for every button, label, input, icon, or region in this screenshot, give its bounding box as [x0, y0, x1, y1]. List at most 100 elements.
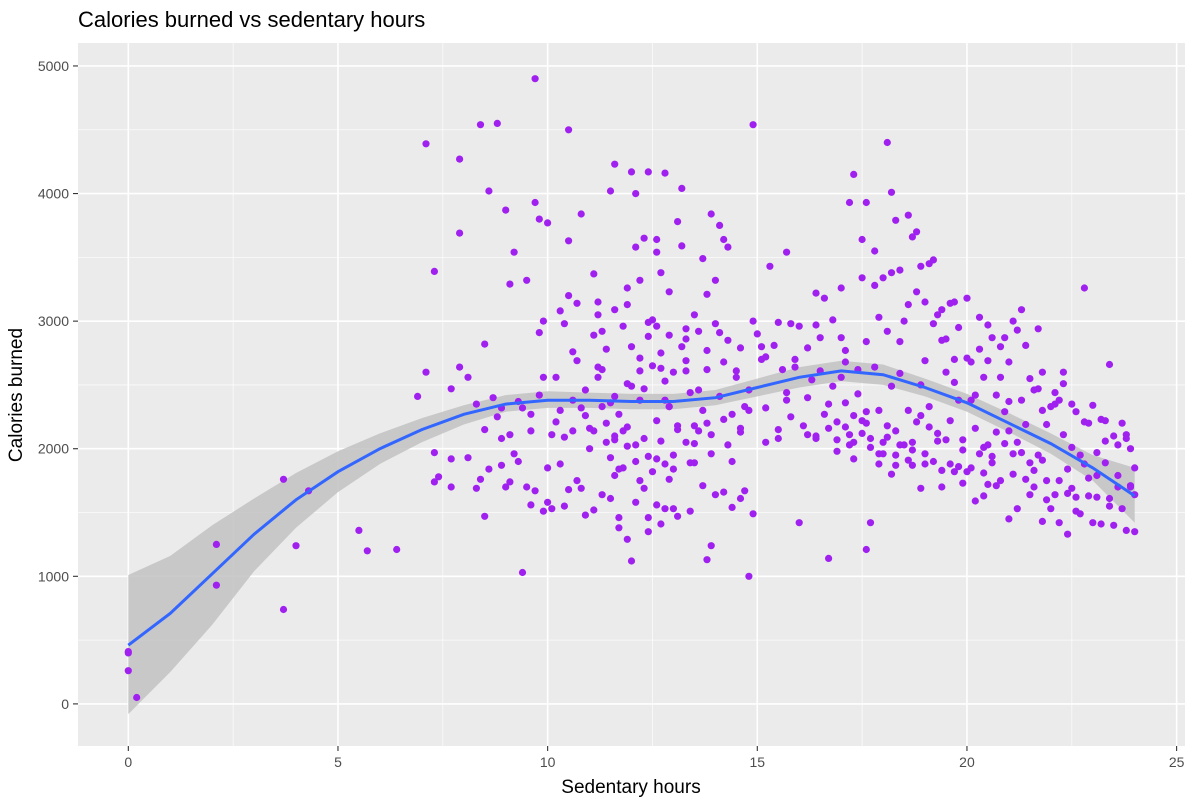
- data-point: [1017, 306, 1026, 314]
- data-point: [623, 535, 631, 543]
- data-point: [984, 441, 992, 449]
- data-point: [913, 288, 921, 296]
- data-point: [745, 572, 753, 580]
- data-point: [1013, 326, 1021, 334]
- data-point: [967, 464, 975, 472]
- data-point: [720, 235, 728, 244]
- data-point: [548, 505, 556, 513]
- data-point: [791, 355, 799, 363]
- data-point: [577, 210, 585, 218]
- data-point: [736, 428, 745, 436]
- data-point: [900, 317, 908, 325]
- data-point: [653, 235, 661, 244]
- data-point: [745, 406, 753, 414]
- data-point: [950, 355, 959, 363]
- data-point: [497, 434, 506, 443]
- data-point: [279, 605, 288, 614]
- data-point: [841, 423, 850, 431]
- data-point: [1093, 493, 1101, 501]
- data-point: [657, 437, 665, 445]
- data-point: [1038, 517, 1046, 526]
- data-point: [476, 121, 485, 129]
- data-point: [590, 427, 598, 435]
- data-point: [648, 468, 657, 476]
- data-point: [548, 431, 556, 439]
- data-point: [762, 438, 770, 446]
- data-point: [1055, 519, 1063, 527]
- data-point: [1097, 520, 1105, 528]
- data-point: [749, 121, 757, 129]
- data-point: [594, 298, 602, 306]
- data-point: [724, 243, 732, 251]
- data-point: [619, 427, 627, 435]
- data-point: [917, 262, 925, 270]
- data-point: [921, 450, 929, 458]
- data-point: [430, 478, 438, 486]
- data-point: [1122, 434, 1130, 443]
- y-tick-label: 2000: [38, 441, 69, 457]
- data-point: [850, 455, 858, 463]
- data-point: [615, 465, 623, 473]
- data-point: [678, 343, 686, 351]
- data-point: [1055, 396, 1063, 404]
- data-point: [988, 452, 996, 460]
- data-point: [606, 187, 615, 195]
- x-tick-label: 5: [334, 754, 342, 770]
- data-point: [640, 385, 648, 393]
- data-point: [476, 475, 485, 483]
- points-layer: [124, 75, 1139, 702]
- y-tick-label: 5000: [38, 58, 69, 74]
- data-point: [774, 318, 782, 326]
- data-point: [623, 284, 631, 292]
- data-point: [485, 465, 493, 473]
- data-point: [1122, 526, 1130, 535]
- data-point: [774, 426, 782, 434]
- data-point: [569, 427, 577, 435]
- data-point: [632, 243, 640, 251]
- data-point: [1064, 489, 1072, 497]
- data-point: [825, 424, 833, 432]
- data-point: [896, 441, 904, 449]
- data-point: [556, 307, 564, 315]
- data-point: [632, 190, 640, 198]
- data-point: [774, 434, 782, 443]
- data-point: [682, 367, 690, 375]
- data-point: [1043, 477, 1051, 485]
- data-point: [850, 412, 858, 420]
- data-point: [581, 511, 590, 519]
- data-point: [887, 188, 896, 196]
- data-point: [1017, 449, 1026, 457]
- data-point: [502, 483, 510, 491]
- data-point: [644, 528, 652, 536]
- data-point: [661, 169, 669, 177]
- data-point: [892, 427, 900, 435]
- data-point: [938, 336, 946, 344]
- data-point: [682, 357, 690, 365]
- data-point: [1022, 341, 1030, 349]
- data-point: [586, 445, 594, 453]
- y-axis-label: Calories burned: [6, 328, 27, 462]
- data-point: [1055, 477, 1063, 485]
- data-point: [472, 400, 480, 408]
- data-point: [1068, 400, 1076, 408]
- data-point: [531, 487, 539, 495]
- data-point: [430, 449, 438, 457]
- data-point: [950, 298, 959, 306]
- data-point: [560, 320, 569, 328]
- data-point: [707, 210, 715, 218]
- data-point: [862, 545, 870, 554]
- data-point: [770, 341, 778, 349]
- data-point: [711, 491, 720, 499]
- data-point: [598, 327, 606, 335]
- data-point: [674, 218, 682, 226]
- data-point: [795, 519, 803, 527]
- data-point: [1101, 417, 1109, 425]
- data-point: [896, 369, 904, 377]
- data-point: [539, 507, 548, 515]
- data-point: [456, 229, 464, 237]
- data-point: [820, 410, 829, 418]
- data-point: [787, 320, 795, 328]
- data-point: [699, 255, 707, 263]
- data-point: [535, 391, 543, 399]
- data-point: [858, 429, 866, 437]
